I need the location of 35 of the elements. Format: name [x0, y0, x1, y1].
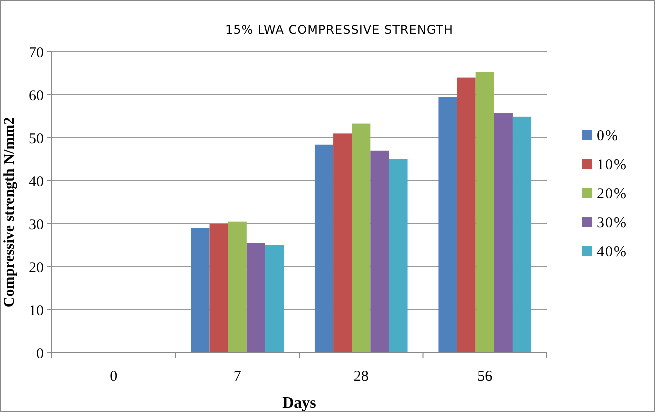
y-tick-label: 30: [29, 217, 44, 234]
bar: [191, 228, 210, 353]
x-tick-label: 28: [354, 369, 369, 385]
legend-label: 40%: [597, 244, 628, 260]
x-tick-label: 56: [478, 369, 494, 385]
bar: [265, 246, 284, 353]
bar: [389, 159, 408, 353]
x-axis-title: Days: [282, 395, 316, 412]
y-tick-label: 0: [36, 346, 44, 362]
y-axis-title: Compressive strength N/mm2: [2, 117, 18, 308]
y-tick-label: 60: [29, 88, 44, 104]
bar: [438, 97, 458, 353]
bar: [494, 113, 513, 353]
bar: [314, 144, 334, 353]
y-tick-label: 20: [29, 260, 44, 276]
bar: [210, 224, 228, 353]
legend-label: 10%: [597, 157, 628, 174]
bar: [352, 124, 371, 353]
legend-label: 20%: [597, 186, 628, 202]
chart-title: 15% LWA COMPRESSIVE STRENGTH: [225, 23, 454, 37]
bar: [457, 78, 476, 353]
bar: [370, 150, 390, 353]
bar: [334, 134, 352, 353]
x-tick-label: 0: [110, 369, 118, 385]
legend-label: 30%: [597, 215, 628, 232]
bar: [476, 72, 494, 353]
y-tick-label: 40: [29, 174, 44, 190]
legend-label: 0%: [597, 128, 619, 144]
bar: [512, 116, 532, 353]
bar: [228, 222, 247, 353]
x-tick-label: 7: [234, 369, 242, 385]
y-tick-label: 50: [29, 131, 44, 148]
bar: [246, 243, 266, 353]
y-tick-label: 70: [29, 45, 44, 62]
y-tick-label: 10: [29, 303, 44, 320]
